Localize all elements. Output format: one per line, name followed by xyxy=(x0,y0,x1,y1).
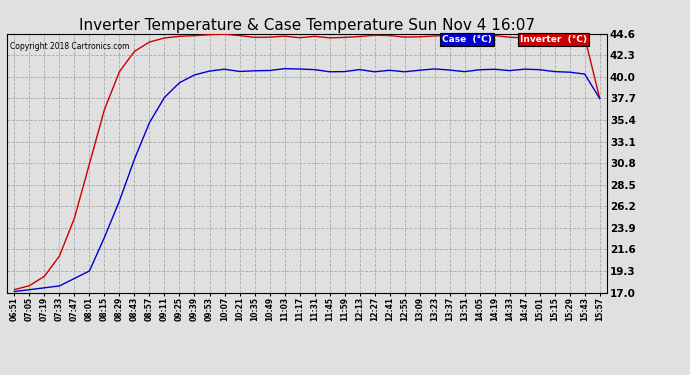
Title: Inverter Temperature & Case Temperature Sun Nov 4 16:07: Inverter Temperature & Case Temperature … xyxy=(79,18,535,33)
Text: Inverter  (°C): Inverter (°C) xyxy=(520,35,587,44)
Text: Copyright 2018 Cartronics.com: Copyright 2018 Cartronics.com xyxy=(10,42,129,51)
Text: Case  (°C): Case (°C) xyxy=(442,35,492,44)
